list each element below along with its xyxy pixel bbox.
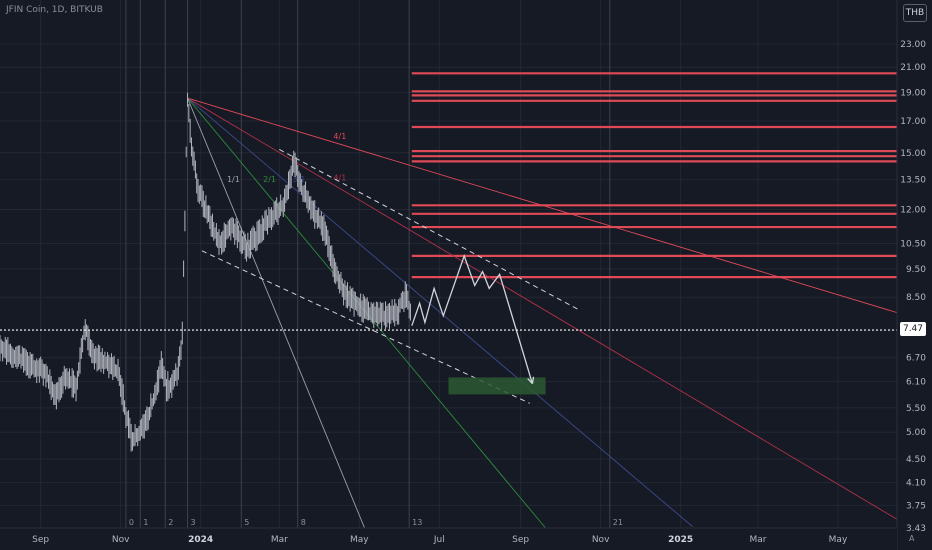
price-tick-label: 19.00 [900, 89, 926, 99]
gann-ray-3 [187, 97, 546, 529]
gann-ray-0 [187, 97, 898, 314]
price-tick-label: 9.50 [906, 265, 926, 275]
fib-time-label-6: 13 [412, 518, 422, 527]
price-tick-label: 5.50 [906, 404, 926, 414]
time-tick-label: Mar [271, 535, 288, 545]
channel-upper-line [279, 148, 579, 310]
gann-ray-4 [187, 97, 365, 529]
gann-ray-label-4: 1/1 [227, 175, 240, 184]
gann-ray-label-1: 4/1 [333, 173, 346, 182]
time-tick-label: Sep [512, 535, 529, 545]
price-tick-label: 17.00 [900, 117, 926, 127]
candle-series [0, 92, 411, 452]
fib-time-label-0: 0 [129, 518, 134, 527]
fib-time-label-1: 1 [143, 518, 148, 527]
price-tick-label: 13.50 [900, 176, 926, 186]
price-tick-label: 23.00 [900, 40, 926, 50]
price-tick-label: 10.50 [900, 239, 926, 249]
fib-time-label-2: 2 [168, 518, 173, 527]
last-price-label: 7.47 [900, 322, 926, 336]
price-tick-label: 4.10 [906, 479, 926, 489]
gann-ray-label-0: 4/1 [333, 132, 346, 141]
fib-time-label-5: 8 [301, 518, 306, 527]
time-tick-label: Sep [32, 535, 49, 545]
price-tick-label: 6.70 [906, 354, 926, 364]
auto-scale-button[interactable]: A [909, 534, 915, 543]
gann-ray-1 [187, 97, 898, 520]
time-tick-label: Mar [749, 535, 766, 545]
symbol-title: JFIN Coin, 1D, BITKUB [6, 5, 103, 15]
price-tick-label: 8.50 [906, 293, 926, 303]
time-tick-label: Nov [592, 535, 610, 545]
time-tick-label: May [350, 535, 369, 545]
price-tick-label: 3.43 [906, 524, 926, 534]
time-tick-label: 2024 [188, 535, 213, 545]
currency-button[interactable]: THB [903, 4, 927, 22]
projection-arrowhead [527, 376, 535, 385]
price-tick-label: 3.75 [906, 501, 926, 511]
price-tick-label: 5.00 [906, 428, 926, 438]
price-tick-label: 6.10 [906, 378, 926, 388]
time-tick-label: 2025 [668, 535, 693, 545]
time-tick-label: Nov [112, 535, 130, 545]
price-tick-label: 4.50 [906, 455, 926, 465]
time-tick-label: Jul [433, 535, 445, 545]
target-zone [448, 377, 546, 395]
projection-path [411, 253, 534, 384]
fib-time-label-4: 5 [244, 518, 249, 527]
price-tick-label: 21.00 [900, 63, 926, 73]
fib-time-label-3: 3 [191, 518, 196, 527]
time-tick-label: May [829, 535, 848, 545]
time-axis [0, 528, 897, 550]
price-tick-label: 12.00 [900, 206, 926, 216]
price-axis [897, 0, 932, 550]
price-tick-label: 15.00 [900, 149, 926, 159]
fib-time-label-7: 21 [613, 518, 623, 527]
gann-ray-label-3: 2/1 [263, 175, 276, 184]
gann-ray-2 [187, 97, 693, 527]
